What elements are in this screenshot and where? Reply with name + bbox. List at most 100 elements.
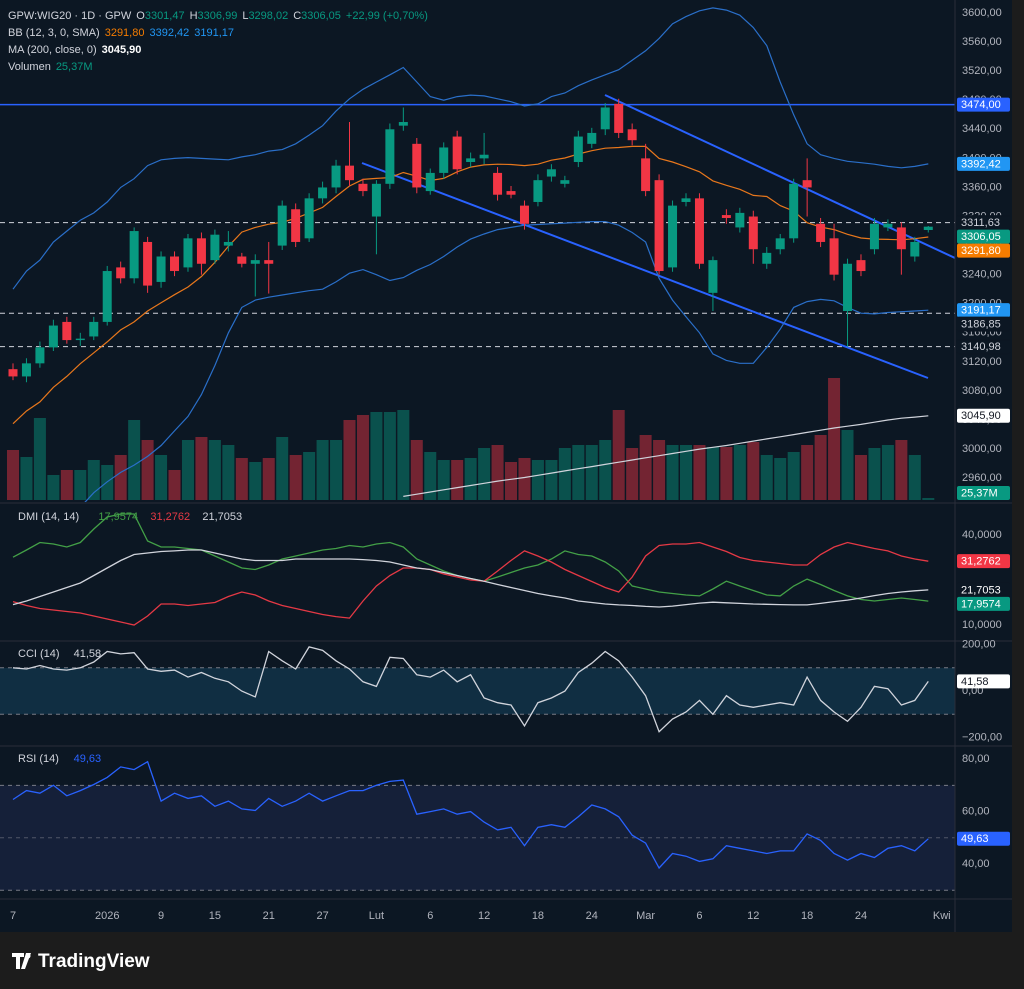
volume-bar: [74, 470, 87, 500]
symbol: GPW:WIG20 · 1D · GPW: [8, 10, 132, 22]
candle-body: [223, 241, 233, 246]
price-badge-label: 3306,05: [961, 231, 1001, 243]
ohlc-value: 3298,02: [248, 10, 288, 22]
volume-bar: [87, 460, 100, 500]
y-tick-label: 3120,00: [962, 356, 1002, 368]
volume-bar: [693, 445, 706, 500]
price-badge: [957, 229, 1010, 244]
candle-body: [694, 198, 704, 264]
footer: [0, 932, 1024, 989]
pane-legend-value: 21,7053: [202, 511, 242, 523]
y-tick-label: 3240,00: [962, 269, 1002, 281]
candle-body: [560, 180, 570, 184]
legend-line-2: BB (12, 3, 0, SMA) 3291,80 3392,42 3191,17: [8, 27, 234, 39]
x-tick-label: Kwi: [933, 910, 951, 922]
volume-bar: [491, 445, 504, 500]
candle-body: [843, 263, 853, 312]
x-tick-label: Mar: [636, 910, 655, 922]
candle-body: [170, 256, 180, 272]
x-tick-label: 12: [747, 910, 759, 922]
price-badge: [957, 97, 1010, 112]
value-badge-label: 31,2762: [961, 556, 1001, 568]
pane-title: RSI (14): [18, 753, 59, 765]
volume-bar: [531, 460, 544, 500]
value-badge: [957, 582, 1010, 597]
value-badge-label: 17,9574: [961, 598, 1001, 610]
candle-body: [587, 132, 597, 144]
candle-body: [129, 231, 139, 279]
volume-bar: [572, 445, 585, 500]
volume-bar: [774, 458, 787, 500]
ohlc-value: 3301,47: [145, 10, 185, 22]
volume-bar: [383, 412, 396, 500]
ma-label: MA (200, close, 0): [8, 44, 97, 56]
price-badge-label: 3291,80: [961, 245, 1001, 257]
candle-body: [856, 260, 866, 272]
candle-body: [533, 180, 543, 202]
ohlc-key: C: [293, 10, 301, 22]
candle-body: [304, 198, 314, 239]
candle-body: [762, 252, 772, 264]
y-tick-label: 3080,00: [962, 385, 1002, 397]
candle-body: [183, 238, 193, 268]
candle-body: [156, 256, 166, 282]
volume-bar: [854, 455, 867, 500]
candle-body: [600, 107, 610, 130]
volume-bar: [612, 410, 625, 500]
brand-name: TradingView: [38, 951, 150, 972]
volume-bar: [626, 448, 639, 500]
x-tick-label: 9: [158, 910, 164, 922]
candle-body: [573, 136, 583, 163]
volume-bar: [760, 455, 773, 500]
volume-bar: [235, 458, 248, 500]
ohlc-key: L: [242, 10, 248, 22]
volume-bar: [128, 420, 141, 500]
volume-bar: [666, 445, 679, 500]
bb-value: 3291,80: [105, 27, 145, 39]
ohlc-key: H: [190, 10, 198, 22]
candle-body: [425, 172, 435, 192]
candle-body: [802, 180, 812, 188]
pane-legend-value: 49,63: [74, 753, 102, 765]
candle-body: [8, 369, 18, 377]
volume-bar: [895, 440, 908, 500]
candle-body: [466, 158, 476, 163]
volume-badge: [957, 486, 1010, 500]
candle-body: [910, 241, 920, 257]
candle-body: [318, 187, 328, 199]
pane-title: CCI (14): [18, 648, 60, 660]
candle-body: [452, 136, 462, 170]
candle-body: [89, 321, 99, 337]
y-tick-label: 40,0000: [962, 529, 1002, 541]
price-badge-label: 3311,63: [961, 217, 1000, 229]
price-badge: [957, 303, 1010, 318]
bb-label: BB (12, 3, 0, SMA): [8, 27, 100, 39]
y-tick-label: −200,00: [962, 731, 1002, 743]
volume-bar: [168, 470, 181, 500]
candle-body: [331, 165, 341, 188]
legend-line-4: Volumen 25,37M: [8, 61, 93, 73]
volume-bar: [222, 445, 235, 500]
volume-bar: [451, 460, 464, 500]
indicator-line: [12, 760, 929, 870]
candle-body: [748, 216, 758, 250]
volume-bar: [653, 440, 666, 500]
volume-bar: [881, 445, 894, 500]
chart-background: [0, 0, 1012, 932]
candle-body: [506, 191, 516, 195]
volume-bar: [60, 470, 73, 500]
volume-bar: [639, 435, 652, 500]
volume-bar: [706, 447, 719, 500]
candle-body: [75, 338, 85, 341]
legend-line-1: GPW:WIG20 · 1D · GPW O3301,47 H3306,99 L329…: [8, 10, 428, 22]
y-tick-label: 60,00: [962, 805, 990, 817]
y-tick-label: 2960,00: [962, 472, 1002, 484]
candle-body: [654, 180, 664, 272]
volume-bar: [303, 452, 316, 500]
y-tick-label: 3560,00: [962, 36, 1002, 48]
candle-body: [143, 241, 153, 286]
candle-body: [519, 205, 529, 224]
candle-body: [102, 271, 112, 322]
candle-body: [250, 260, 260, 264]
